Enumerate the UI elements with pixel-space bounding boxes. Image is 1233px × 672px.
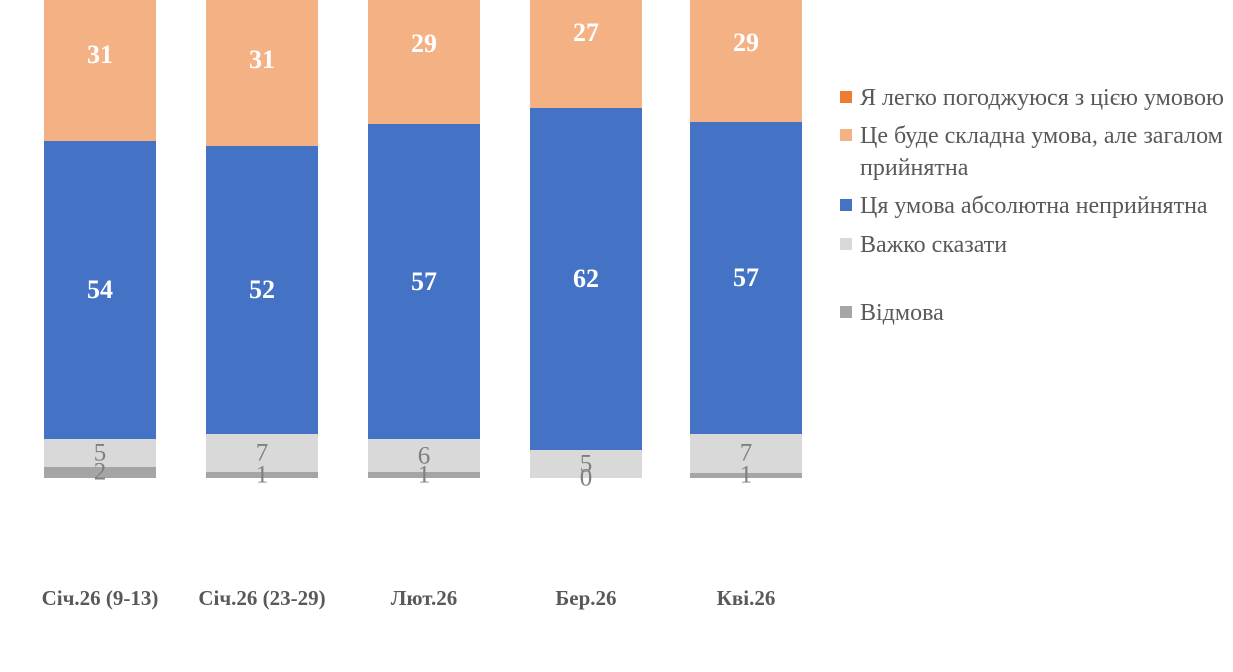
bar-segment-value: 29 [733,27,759,57]
category-axis-label: Січ.26 (9-13) [41,586,159,610]
legend-swatch-refusal [840,305,852,318]
bar-segment-value: 7 [255,439,269,467]
legend-item[interactable]: Це буде складна умова, але загалом прийн… [840,120,1225,184]
bar-segment-value: 29 [411,28,437,58]
legend-swatch-easy-agree [840,91,852,103]
bar-segment-value: 31 [87,39,113,69]
bar-group[interactable]: 6276250 [530,0,642,491]
plot-area: 83154529315271729576162762507295771 [44,0,802,491]
bar-segment-value: 57 [733,263,759,293]
bar-segment[interactable]: 31 [206,0,318,147]
bar-group[interactable]: 7295771 [690,0,802,488]
bar-segment[interactable]: 57 [690,122,802,435]
bar-segment[interactable]: 7 [206,433,318,473]
legend-item[interactable]: Відмова [840,297,1225,329]
bar-group[interactable]: 7295761 [368,0,480,488]
bar-segment-value: 54 [87,274,113,304]
legend-item[interactable]: Ця умова абсолютна неприйнятна [840,190,1225,222]
bar-segment-value: 62 [573,263,599,293]
bar-segment[interactable]: 57 [368,124,480,440]
bar-segment[interactable]: 1 [368,463,480,488]
bar-segment[interactable]: 31 [44,0,156,141]
bar-segment-value: 27 [573,17,599,47]
bar-segment-value: 2 [93,458,107,486]
legend-item-label: Це буде складна умова, але загалом прийн… [860,123,1223,182]
bar-segment[interactable]: 29 [368,0,480,125]
legend-item-label: Важко сказати [860,231,1008,258]
legend-item[interactable]: Я легко погоджуюся з цією умовою [840,82,1225,114]
bar-segment-value: 5 [93,439,107,467]
legend-swatch-unacceptable [840,199,852,212]
bar-segment[interactable]: 2 [44,460,156,485]
bar-segment-value: 1 [739,461,753,489]
bar-segment-value: 7 [739,439,753,467]
legend-swatch-hard-to-say [840,237,852,250]
bar-segment[interactable]: 5 [530,450,642,479]
bar-segment-value: 5 [579,450,593,478]
legend-item-label: Я легко погоджуюся з цією умовою [860,85,1224,111]
category-axis-label: Кві.26 [716,586,776,610]
bar-segment-value: 31 [249,45,275,75]
bar-segment[interactable]: 1 [690,463,802,488]
bar-segment[interactable]: 7 [690,434,802,473]
category-axis-label: Лют.26 [390,586,458,610]
bar-group[interactable]: 9315271 [206,0,318,488]
bar-segment-value: 1 [255,461,269,489]
bar-group[interactable]: 8315452 [44,0,156,485]
bar-segment-value: 0 [579,464,593,492]
bar-segment[interactable]: 6 [368,439,480,473]
chart-legend: Я легко погоджуюся з цією умовою Це буде … [840,82,1225,335]
bar-segment[interactable]: 54 [44,140,156,440]
bar-segment-value: 6 [417,442,431,470]
category-axis-label: Бер.26 [555,586,617,610]
legend-item-label: Відмова [860,299,944,326]
legend-swatch-difficult-acceptable [840,129,852,142]
bar-segment[interactable]: 27 [530,0,642,108]
bar-segment[interactable]: 5 [44,439,156,467]
bar-segment-value: 1 [417,461,431,489]
bar-segment[interactable]: 62 [530,107,642,451]
bar-segment-value: 57 [411,266,437,296]
legend-item-label: Ця умова абсолютна неприйнятна [860,193,1208,220]
bar-segment[interactable]: 52 [206,146,318,434]
category-axis-label: Січ.26 (23-29) [198,586,326,610]
bar-segment[interactable]: 29 [690,0,802,123]
legend-item[interactable]: Важко сказати [840,229,1225,261]
bar-segment[interactable]: 1 [206,463,318,488]
bar-segment-value: 52 [249,274,275,304]
